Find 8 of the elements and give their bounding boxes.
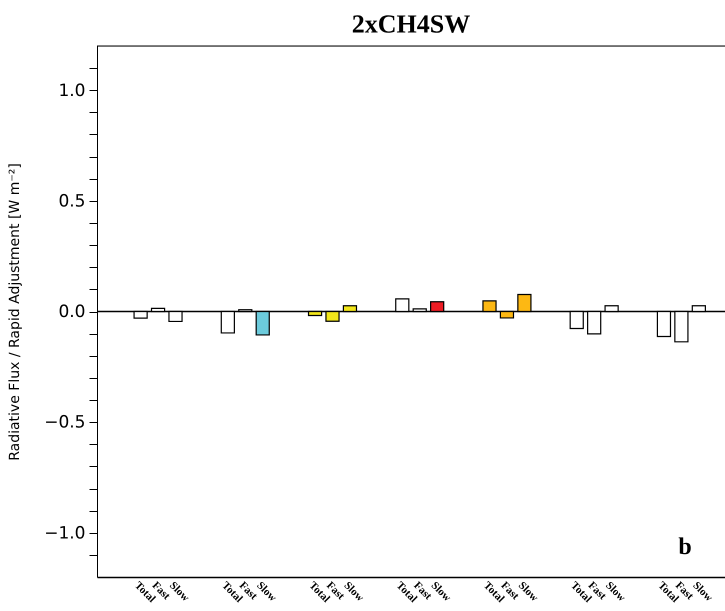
annotation: b <box>678 534 692 560</box>
y-tick-label: 1.0 <box>58 80 86 101</box>
y-tick-label: 0.0 <box>58 302 86 322</box>
y-tick-label: −1.0 <box>44 523 86 544</box>
y-axis-title: Radiative Flux / Rapid Adjustment [W m⁻²] <box>7 163 24 461</box>
y-tick-label: −0.5 <box>44 412 86 433</box>
y-tick-label: 0.5 <box>58 191 86 212</box>
chart-title: 2xCH4SW <box>352 10 470 38</box>
